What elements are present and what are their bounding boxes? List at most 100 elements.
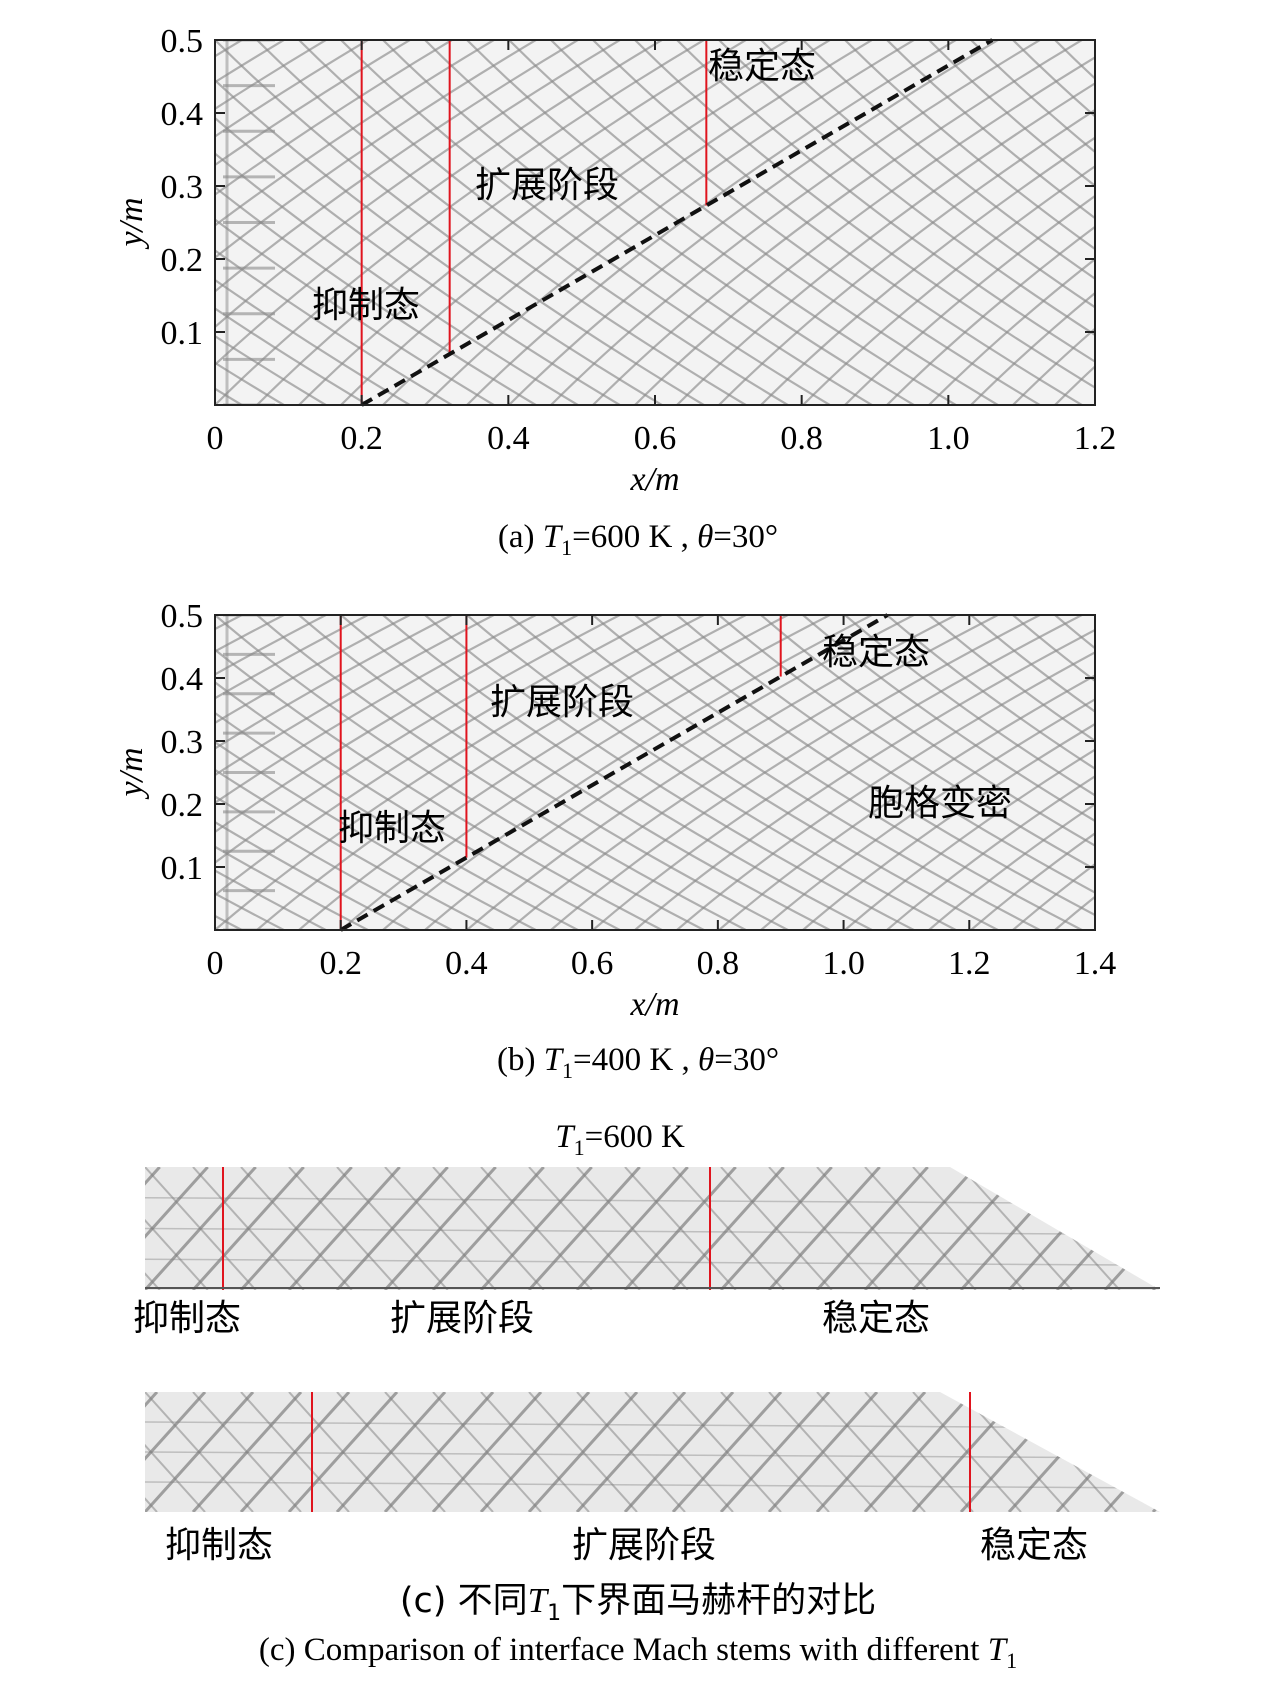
cell-track xyxy=(592,40,1085,405)
x-tick-label: 0.6 xyxy=(571,945,614,982)
cell-track xyxy=(718,40,1095,337)
cell-track xyxy=(960,1167,1073,1290)
panel-a-ylabel: y/m xyxy=(113,197,150,249)
cell-track xyxy=(508,615,1001,930)
panel-c-bottom-label-expansion: 扩展阶段 xyxy=(572,1525,716,1566)
panel-b-frame xyxy=(214,614,1096,931)
cell-track xyxy=(886,40,1095,220)
cell-track xyxy=(145,1481,1160,1489)
cell-track xyxy=(0,1392,61,1512)
x-tick-label: 1.2 xyxy=(948,945,991,982)
panel-b-cell-pattern xyxy=(215,552,1276,930)
cell-track xyxy=(336,1392,446,1512)
x-tick-label: 0.4 xyxy=(487,420,530,457)
cell-track xyxy=(970,291,1095,405)
panel-a-label-suppressed: 抑制态 xyxy=(312,285,420,326)
cell-track xyxy=(768,1392,878,1512)
cell-track xyxy=(145,1392,254,1512)
cell-track xyxy=(576,1392,686,1512)
cell-track xyxy=(624,1392,734,1512)
panel-a-xlabel: x/m xyxy=(629,461,679,498)
cell-track xyxy=(886,774,1095,930)
cell-track xyxy=(384,1167,497,1290)
panel-b-red-lines xyxy=(339,615,782,930)
cell-track xyxy=(1103,1167,1160,1290)
cell-track xyxy=(528,1167,641,1290)
panel-b-label-expansion: 扩展阶段 xyxy=(490,682,634,723)
panel-c-top-label-steady: 稳定态 xyxy=(822,1298,930,1339)
cell-track xyxy=(1249,1167,1276,1290)
cell-track xyxy=(0,1167,16,1290)
cell-track xyxy=(145,1167,161,1290)
cell-track xyxy=(1,1392,109,1512)
cell-track xyxy=(802,40,1095,280)
cell-track xyxy=(382,615,875,930)
cell-track xyxy=(256,40,749,405)
cell-track xyxy=(592,615,1085,930)
cell-track xyxy=(844,615,1095,797)
cell-track xyxy=(298,40,791,405)
x-tick-label: 0.4 xyxy=(445,945,488,982)
cell-track xyxy=(424,40,917,405)
cell-track xyxy=(215,185,539,405)
cell-track xyxy=(432,1167,545,1290)
panel-a-ticks: 0 0.2 0.4 0.6 0.8 1.0 1.2 0.1 0.2 0.3 0.4 0.5 xyxy=(161,23,1117,457)
cell-track xyxy=(145,1167,257,1290)
panel-c-top-label-expansion: 扩展阶段 xyxy=(390,1298,534,1339)
cell-track xyxy=(718,108,1095,405)
cell-track xyxy=(145,1451,1160,1459)
cell-track xyxy=(592,615,1085,930)
cell-track xyxy=(1249,1392,1276,1512)
cell-track xyxy=(466,615,959,930)
cell-track xyxy=(1249,1167,1276,1290)
cell-track xyxy=(215,152,581,405)
cell-track xyxy=(1181,40,1276,478)
cell-track xyxy=(192,1392,302,1512)
panel-a-wedge-line xyxy=(360,38,994,407)
cell-track xyxy=(508,40,1001,405)
cell-track xyxy=(676,615,1095,894)
cell-track xyxy=(256,40,749,405)
cell-track xyxy=(634,40,1095,389)
cell-track xyxy=(0,1392,13,1512)
cell-track xyxy=(550,615,1043,930)
cell-track xyxy=(634,56,1095,405)
panel-c-caption-en: (c) Comparison of interface Mach stems w… xyxy=(259,1632,1017,1673)
cell-track xyxy=(192,1167,305,1290)
cell-track xyxy=(1152,1392,1160,1512)
x-tick-label: 1.4 xyxy=(1074,945,1117,982)
cell-track xyxy=(1265,0,1276,405)
x-tick-label: 0.2 xyxy=(340,420,383,457)
x-tick-label: 0.6 xyxy=(634,420,677,457)
cell-track xyxy=(1265,40,1276,478)
cell-track xyxy=(634,628,1095,930)
cell-track xyxy=(215,711,581,930)
cell-track xyxy=(676,82,1095,405)
panel-a-label-expansion: 扩展阶段 xyxy=(475,165,619,206)
cell-track xyxy=(1223,0,1276,405)
cell-track xyxy=(480,1167,593,1290)
cell-track xyxy=(1181,552,1276,930)
panel-b-label-denser-cells: 胞格变密 xyxy=(868,783,1012,824)
cell-track xyxy=(215,116,623,405)
cell-track xyxy=(592,40,1085,405)
cell-track xyxy=(928,802,1095,930)
cell-track xyxy=(256,615,749,930)
cell-track xyxy=(215,40,581,293)
cell-track xyxy=(718,674,1095,930)
cell-track xyxy=(1139,552,1276,930)
cell-track xyxy=(1012,615,1095,683)
panel-a: 0 0.2 0.4 0.6 0.8 1.0 1.2 0.1 0.2 0.3 0.4 0.5 y/m x… xyxy=(113,0,1276,560)
y-tick-label: 0.2 xyxy=(161,242,204,279)
panel-b-ticks: 0 0.2 0.4 0.6 0.8 1.0 1.2 1.4 0.1 0.2 0.3 0.4 0.5 xyxy=(161,598,1117,982)
cell-track xyxy=(1,1167,112,1290)
cell-track xyxy=(466,615,959,930)
panel-b-label-steady: 稳定态 xyxy=(822,632,930,673)
cell-track xyxy=(1139,0,1276,405)
cell-track xyxy=(970,40,1095,154)
cell-track xyxy=(1,1392,109,1512)
cell-track xyxy=(215,40,665,367)
cell-track xyxy=(760,136,1095,405)
cell-track xyxy=(970,615,1095,713)
